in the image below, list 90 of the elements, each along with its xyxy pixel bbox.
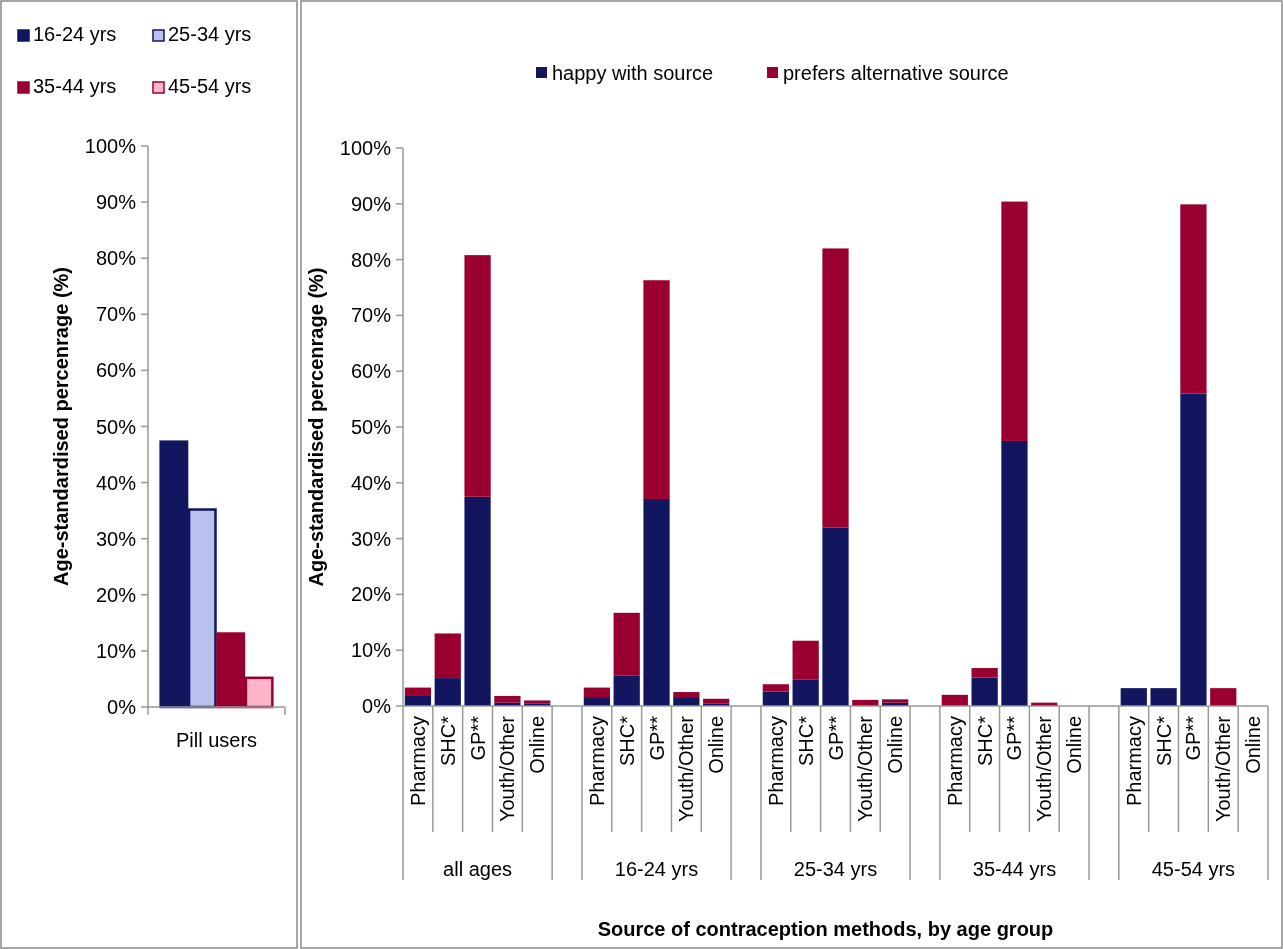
bar [1001, 201, 1028, 441]
y-tick-label: 90% [95, 191, 137, 214]
y-tick-label: 30% [95, 527, 137, 550]
legend-label: prefers alternative source [783, 62, 1009, 84]
bar [703, 698, 730, 704]
legend-label: happy with source [552, 62, 714, 84]
y-tick-label: 100% [84, 135, 137, 157]
x-tick-label: SHC* [436, 715, 459, 767]
y-tick-label: 100% [339, 137, 392, 159]
y-tick-label: 40% [95, 471, 137, 494]
x-tick-label: Youth/Other [854, 715, 877, 823]
bar [1150, 688, 1177, 706]
text: all ages [443, 858, 513, 880]
bar [673, 692, 700, 698]
y-tick-label: 50% [95, 415, 137, 438]
text: 25-34 yrs [793, 858, 878, 880]
x-tick-label: Pill users [175, 729, 258, 751]
x-tick-label: Youth/Other [675, 715, 698, 823]
bar [822, 527, 849, 706]
bar [643, 498, 670, 706]
bar [762, 691, 789, 706]
x-tick-label: GP** [466, 715, 489, 761]
bar [404, 687, 432, 696]
x-tick-label: Pharmacy [943, 716, 966, 807]
y-tick-label: 80% [95, 247, 137, 270]
bar [792, 679, 819, 706]
text: 16-24 yrs [614, 858, 699, 880]
x-axis-title: Source of contraception methods, by age group [597, 918, 1054, 940]
y-tick-label: 10% [350, 639, 392, 662]
x-tick-label: Youth/Other [1033, 715, 1056, 823]
y-tick-label: 70% [350, 304, 392, 327]
text: 35-44 yrs [972, 858, 1057, 880]
x-tick-label: GP** [1003, 715, 1026, 761]
legend-label: 45-54 yrs [168, 75, 252, 97]
text: 45-54 yrs [1151, 858, 1236, 880]
x-tick-label: Online [1063, 716, 1086, 774]
bar [792, 640, 819, 680]
bar [1210, 688, 1237, 706]
y-tick-label: 50% [350, 416, 392, 438]
x-tick-label: SHC* [794, 715, 817, 767]
x-tick-label: Youth/Other [1212, 715, 1235, 823]
y-tick-label: 0% [107, 696, 137, 718]
y-tick-label: 90% [350, 192, 392, 215]
x-tick-label: Pharmacy [1122, 716, 1145, 807]
bar [1180, 204, 1207, 394]
bar [1120, 688, 1147, 706]
bar [464, 255, 491, 497]
x-tick-label: SHC* [615, 715, 638, 767]
y-tick-label: 40% [350, 471, 392, 494]
bar [822, 248, 849, 528]
bar [613, 675, 640, 706]
y-tick-label: 0% [362, 695, 392, 717]
bar [494, 695, 521, 703]
bar [434, 633, 461, 679]
y-tick-label: 20% [95, 583, 137, 606]
x-tick-label: Online [705, 716, 728, 774]
y-axis-title: Age-standardised percenrage (%) [305, 267, 327, 587]
x-tick-label: Online [884, 716, 907, 774]
y-axis-title: Age-standardised percenrage (%) [50, 267, 72, 586]
y-tick-label: 60% [350, 360, 392, 383]
x-tick-label: Pharmacy [585, 716, 608, 807]
x-tick-label: Youth/Other [496, 715, 519, 823]
bar [643, 280, 670, 499]
bar [762, 684, 789, 692]
bar [434, 678, 461, 706]
legend-label: 16-24 yrs [33, 23, 117, 45]
y-tick-label: 10% [95, 639, 137, 662]
x-tick-label: Pharmacy [764, 716, 787, 807]
legend-label: 25-34 yrs [168, 23, 252, 45]
x-tick-label: Online [1242, 716, 1265, 774]
bar [971, 668, 998, 678]
y-tick-label: 30% [350, 527, 392, 550]
x-tick-label: Pharmacy [406, 716, 429, 807]
y-tick-label: 60% [95, 359, 137, 382]
bar [613, 612, 640, 676]
bar [971, 677, 998, 706]
x-tick-label: SHC* [973, 715, 996, 767]
legend-label: 35-44 yrs [33, 75, 117, 97]
y-tick-label: 80% [350, 248, 392, 271]
bar [583, 687, 610, 698]
x-tick-label: Online [526, 716, 549, 774]
y-tick-label: 20% [350, 583, 392, 606]
bar [1180, 393, 1207, 706]
bar [464, 496, 491, 706]
x-tick-label: GP** [645, 715, 668, 761]
y-tick-label: 70% [95, 303, 137, 326]
x-tick-label: GP** [824, 715, 847, 761]
bar [1001, 440, 1028, 706]
x-tick-label: SHC* [1152, 715, 1175, 767]
x-tick-label: GP** [1182, 715, 1205, 761]
